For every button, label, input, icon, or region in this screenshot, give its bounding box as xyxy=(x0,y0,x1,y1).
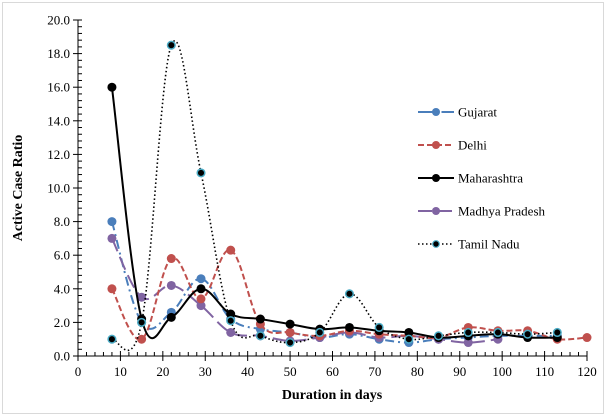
point-gujarat xyxy=(196,274,206,284)
x-tick-label: 60 xyxy=(326,364,339,379)
legend-label: Tamil Nadu xyxy=(458,237,520,252)
axes: 0.0 2.0 4.0 6.0 8.0 10.0 12.0 14.0 16.0 18.0 20.0 0… xyxy=(47,13,597,380)
legend-label: Delhi xyxy=(458,138,487,153)
x-tick-label: 100 xyxy=(492,364,512,379)
point-delhi xyxy=(285,327,295,337)
series-tamil-nadu xyxy=(107,40,562,351)
legend-swatch-marker xyxy=(432,240,440,248)
point-gujarat xyxy=(107,217,117,227)
chart-frame xyxy=(2,2,604,414)
legend-item-gujarat: Gujarat xyxy=(418,105,497,120)
point-madhya-pradesh xyxy=(463,338,473,348)
line-gujarat xyxy=(110,221,558,344)
point-tamil-nadu xyxy=(344,289,355,299)
line-delhi xyxy=(111,249,588,341)
point-madhya-pradesh xyxy=(137,292,147,302)
point-maharashtra xyxy=(166,312,176,322)
point-madhya-pradesh xyxy=(226,327,236,337)
point-maharashtra xyxy=(226,309,236,319)
y-tick-label: 20.0 xyxy=(47,13,70,28)
x-axis-title: Duration in days xyxy=(282,388,383,403)
legend-item-madhya-pradesh: Madhya Pradesh xyxy=(418,204,546,219)
legend-swatch-marker xyxy=(432,141,440,149)
point-tamil-nadu xyxy=(493,327,503,338)
x-tick-label: 90 xyxy=(453,364,466,379)
line-tamil-nadu xyxy=(111,40,558,351)
point-delhi xyxy=(196,294,206,304)
y-tick-label: 4.0 xyxy=(54,281,70,296)
y-tick-label: 18.0 xyxy=(47,46,70,61)
x-tick-label: 70 xyxy=(368,364,381,379)
series-madhya-pradesh xyxy=(107,233,503,348)
x-tick-label: 120 xyxy=(577,364,597,379)
legend-item-maharashtra: Maharashtra xyxy=(418,171,523,186)
point-maharashtra xyxy=(344,322,354,332)
point-tamil-nadu xyxy=(107,334,117,344)
point-madhya-pradesh xyxy=(107,233,117,243)
point-tamil-nadu xyxy=(523,329,533,339)
point-tamil-nadu xyxy=(137,317,147,327)
legend-label: Maharashtra xyxy=(458,171,523,186)
x-tick-label: 30 xyxy=(199,364,212,379)
x-tick-label: 50 xyxy=(284,364,297,379)
x-tick-label: 80 xyxy=(411,364,424,379)
x-tick-label: 40 xyxy=(241,364,254,379)
point-delhi xyxy=(226,245,236,255)
y-tick-label: 16.0 xyxy=(47,80,70,95)
point-delhi xyxy=(166,254,176,264)
point-delhi xyxy=(137,334,147,344)
point-tamil-nadu xyxy=(196,168,206,178)
point-madhya-pradesh xyxy=(196,301,206,311)
legend-item-tamil-nadu: Tamil Nadu xyxy=(418,237,520,252)
point-delhi xyxy=(582,333,592,343)
point-madhya-pradesh xyxy=(166,280,176,290)
point-tamil-nadu xyxy=(463,327,473,338)
y-tick-label: 14.0 xyxy=(47,113,70,128)
point-tamil-nadu xyxy=(166,40,176,50)
point-tamil-nadu xyxy=(285,338,295,348)
y-tick-label: 6.0 xyxy=(54,248,70,263)
point-maharashtra xyxy=(255,314,265,324)
legend: Gujarat Delhi Maharashtra Madhya Pradesh Tam… xyxy=(418,105,546,252)
y-tick-label: 0.0 xyxy=(54,349,70,364)
legend-swatch-marker xyxy=(432,207,440,215)
point-tamil-nadu xyxy=(552,327,562,338)
point-tamil-nadu xyxy=(255,331,265,341)
legend-item-delhi: Delhi xyxy=(418,138,487,153)
point-tamil-nadu xyxy=(226,316,236,326)
y-tick-label: 10.0 xyxy=(47,181,70,196)
y-axis-title: Active Case Ratio xyxy=(11,135,26,242)
point-tamil-nadu xyxy=(433,331,444,341)
x-tick-label: 10 xyxy=(114,364,127,379)
point-maharashtra xyxy=(107,82,117,92)
legend-label: Gujarat xyxy=(458,105,497,120)
y-tick-label: 8.0 xyxy=(54,214,70,229)
legend-label: Madhya Pradesh xyxy=(458,204,546,219)
series-layer xyxy=(107,40,592,351)
x-tick-label: 20 xyxy=(156,364,169,379)
legend-swatch-marker xyxy=(432,174,440,182)
point-maharashtra xyxy=(404,327,414,337)
point-maharashtra xyxy=(196,284,206,294)
legend-swatch-marker xyxy=(432,108,440,116)
y-tick-label: 12.0 xyxy=(47,147,70,162)
point-maharashtra xyxy=(285,319,295,329)
x-tick-label: 0 xyxy=(75,364,82,379)
point-tamil-nadu xyxy=(374,322,384,332)
point-tamil-nadu xyxy=(315,327,325,338)
x-tick-label: 110 xyxy=(535,364,554,379)
y-tick-label: 2.0 xyxy=(54,315,70,330)
point-delhi xyxy=(107,284,117,294)
point-tamil-nadu xyxy=(404,334,414,344)
